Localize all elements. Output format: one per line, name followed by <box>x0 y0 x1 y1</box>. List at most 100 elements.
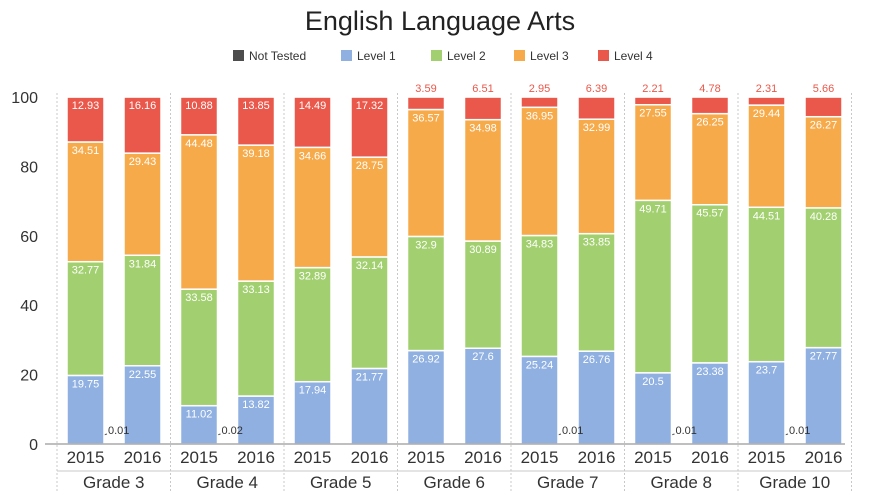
bar-segment-level-4 <box>350 96 389 158</box>
data-label-level-2: 33.13 <box>242 284 270 296</box>
group-label: Grade 5 <box>310 473 371 492</box>
bars <box>66 96 843 445</box>
data-label-not-tested: 0.02 <box>222 425 243 437</box>
data-label-level-1: 26.92 <box>412 354 440 366</box>
bar-segment-level-4 <box>577 96 616 120</box>
group-label: Grade 7 <box>537 473 598 492</box>
legend: Not Tested Level 1 Level 2 Level 3 Level 4 <box>233 49 653 63</box>
x-axis: 2015 2016 2015 2016 2015 2016 2015 2016 2015 2016… <box>45 443 852 492</box>
y-tick-label: 80 <box>20 159 38 176</box>
data-label-level-3: 26.27 <box>810 120 838 132</box>
data-label-level-4: 6.39 <box>586 83 607 95</box>
bar-segment-level-3 <box>179 134 219 290</box>
bar-segment-level-4 <box>66 96 105 143</box>
bar-segment-level-2 <box>179 288 219 407</box>
group-label: Grade 8 <box>651 473 712 492</box>
data-label-level-2: 33.58 <box>185 292 213 304</box>
x-tick-label: 2015 <box>67 448 105 467</box>
bar-segment-level-2 <box>747 206 786 363</box>
x-tick-label: 2015 <box>521 448 559 467</box>
data-label-level-2: 45.57 <box>696 208 724 220</box>
data-label-level-4: 6.51 <box>472 83 493 95</box>
y-axis: 0 20 40 60 80 100 <box>11 90 38 454</box>
bar-segment-level-3 <box>747 104 786 209</box>
data-label-level-2: 44.51 <box>753 210 781 222</box>
bar-segment-level-3 <box>406 108 446 238</box>
group-label: Grade 3 <box>83 473 144 492</box>
bar-segment-level-2 <box>66 260 105 377</box>
bar-segment-level-3 <box>577 118 616 235</box>
data-label-level-1: 26.76 <box>583 354 611 366</box>
legend-swatch-level-2 <box>431 50 442 61</box>
data-label-level-3: 34.51 <box>72 145 100 157</box>
legend-swatch-not-tested <box>233 50 244 61</box>
legend-label-level-4: Level 4 <box>614 49 653 63</box>
legend-label-level-1: Level 1 <box>357 49 396 63</box>
y-tick-label: 100 <box>11 90 38 107</box>
legend-label-not-tested: Not Tested <box>249 49 306 63</box>
data-label-not-tested: 0.01 <box>676 425 697 437</box>
bar-segment-level-2 <box>690 203 730 364</box>
data-label-level-2: 49.71 <box>639 203 667 215</box>
x-tick-label: 2016 <box>805 448 843 467</box>
bar-segment-level-3 <box>633 103 673 202</box>
x-tick-label: 2015 <box>634 448 672 467</box>
data-label-level-1: 21.77 <box>356 371 384 383</box>
x-tick-label: 2016 <box>464 448 502 467</box>
data-label-level-3: 26.25 <box>696 117 724 129</box>
legend-label-level-3: Level 3 <box>530 49 569 63</box>
legend-swatch-level-3 <box>514 50 525 61</box>
data-label-level-3: 34.66 <box>299 150 327 162</box>
x-tick-label: 2015 <box>748 448 786 467</box>
bar-segment-level-4 <box>633 96 673 106</box>
x-tick-label: 2016 <box>237 448 275 467</box>
data-label-level-2: 31.84 <box>129 258 157 270</box>
bar-segment-level-3 <box>350 156 389 258</box>
bar-segment-level-1 <box>804 346 843 445</box>
data-label-level-4: 14.49 <box>299 100 327 112</box>
bar-segment-level-4 <box>804 96 843 118</box>
data-label-level-1: 27.77 <box>810 351 838 363</box>
data-label-level-3: 27.55 <box>639 108 667 120</box>
bar-segment-level-2 <box>804 207 843 349</box>
bar-segment-level-3 <box>123 152 162 257</box>
bar-segment-level-2 <box>633 199 673 374</box>
bar-segment-level-2 <box>293 266 332 383</box>
y-tick-label: 60 <box>20 229 38 246</box>
data-label-level-4: 10.88 <box>185 100 213 112</box>
data-label-level-2: 32.14 <box>356 260 384 272</box>
bar-segment-level-3 <box>690 112 730 206</box>
bar-segment-level-4 <box>463 96 503 121</box>
bar-segment-level-1 <box>123 365 162 445</box>
data-label-level-2: 33.85 <box>583 237 611 249</box>
group-separators <box>56 93 852 493</box>
bar-segment-level-1 <box>350 367 389 445</box>
legend-label-level-2: Level 2 <box>447 49 486 63</box>
data-label-level-3: 28.75 <box>356 160 384 172</box>
data-label-level-3: 32.99 <box>583 122 611 134</box>
bar-segment-level-3 <box>66 141 105 263</box>
data-label-level-4: 17.32 <box>356 100 384 112</box>
legend-swatch-level-1 <box>341 50 352 61</box>
data-label-level-4: 16.16 <box>129 100 157 112</box>
bar-segment-level-4 <box>406 96 446 111</box>
data-labels: 0.01 19.75 32.77 34.51 12.93 22.55 31.84 29.43 1… <box>72 83 838 437</box>
data-label-level-1: 23.7 <box>756 365 777 377</box>
data-label-level-4: 13.85 <box>242 100 270 112</box>
y-tick-label: 40 <box>20 298 38 315</box>
data-label-not-tested: 0.01 <box>108 425 129 437</box>
bar-segment-level-4 <box>690 96 730 115</box>
data-label-level-1: 20.5 <box>642 376 663 388</box>
chart-title: English Language Arts <box>305 6 575 36</box>
data-label-level-3: 39.18 <box>242 148 270 160</box>
data-label-level-1: 17.94 <box>299 385 327 397</box>
y-tick-label: 0 <box>29 437 38 454</box>
bar-segment-level-1 <box>520 355 559 445</box>
bar-segment-level-1 <box>577 350 616 445</box>
bar-segment-level-1 <box>463 347 503 445</box>
legend-swatch-level-4 <box>598 50 609 61</box>
bar-segment-level-2 <box>463 240 503 349</box>
data-label-level-4: 5.66 <box>813 83 834 95</box>
x-tick-label: 2016 <box>578 448 616 467</box>
